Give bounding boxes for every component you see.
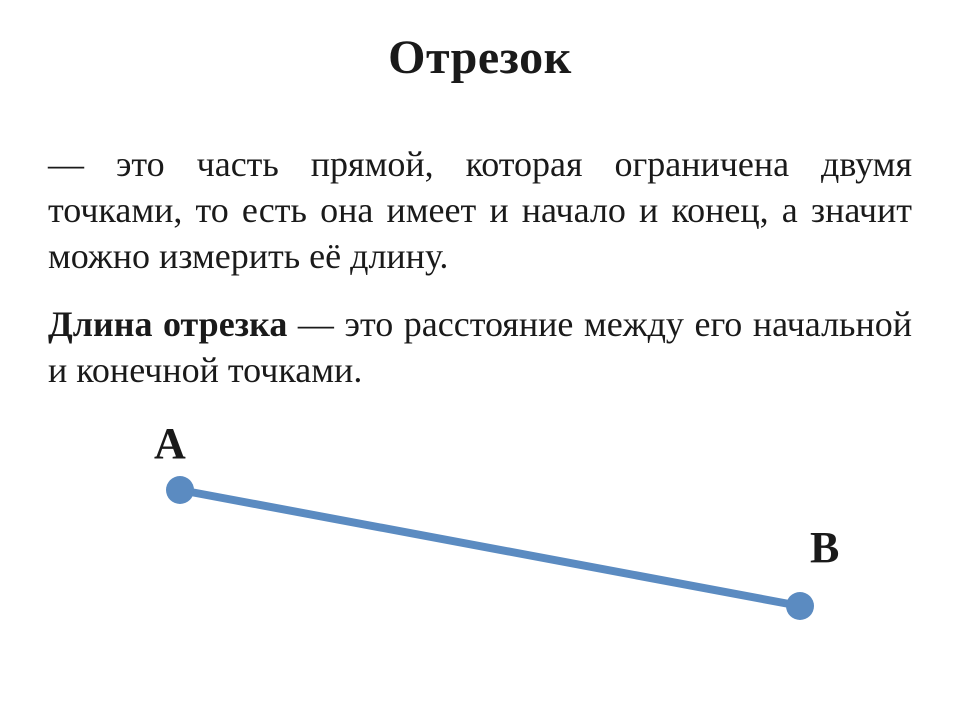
dash: —	[298, 304, 334, 344]
length-paragraph: Длина отрезка — это расстояние между его…	[48, 301, 912, 393]
definition-text: это часть прямой, которая ограничена дву…	[48, 144, 912, 276]
page-title: Отрезок	[48, 30, 912, 85]
point-b-dot	[786, 592, 814, 620]
dash: —	[48, 144, 84, 184]
segment-diagram: A B	[0, 418, 960, 698]
page: Отрезок — это часть прямой, которая огра…	[0, 0, 960, 720]
length-term: Длина отрезка	[48, 304, 287, 344]
point-a-label: A	[154, 418, 186, 469]
point-a-dot	[166, 476, 194, 504]
definition-paragraph: — это часть прямой, которая ограничена д…	[48, 141, 912, 279]
point-b-label: B	[810, 522, 839, 573]
segment-line	[180, 490, 800, 606]
